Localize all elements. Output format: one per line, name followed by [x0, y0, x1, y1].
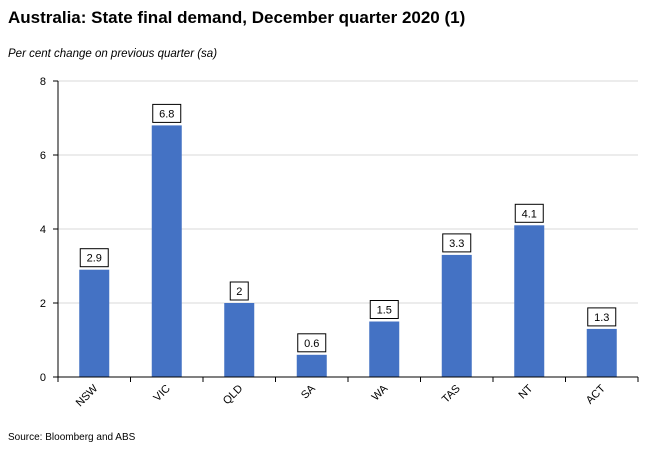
x-tick-label: WA	[370, 382, 391, 403]
x-tick-label: VIC	[151, 383, 172, 404]
bar-tas	[441, 254, 472, 377]
axes: 0 2 4 6 8 NSW VIC QLD SA WA TAS NT ACT	[40, 76, 639, 409]
x-tick-label: TAS	[440, 383, 463, 406]
chart-title: Australia: State final demand, December …	[8, 8, 466, 27]
data-label-box	[229, 281, 249, 301]
data-label-box	[297, 333, 327, 353]
data-label: 4.1	[522, 208, 537, 220]
chart-source: Source: Bloomberg and ABS	[8, 432, 136, 443]
data-label-box	[79, 248, 109, 268]
x-tick-label: NSW	[74, 382, 101, 409]
x-tick-label: NT	[517, 382, 536, 401]
bar-sa	[296, 354, 327, 377]
bar-vic	[151, 125, 182, 378]
data-label: 2.9	[87, 253, 102, 265]
y-tick-label: 6	[40, 150, 46, 162]
y-tick-label: 2	[40, 298, 46, 310]
data-label-box	[152, 103, 182, 123]
x-tick-label: SA	[299, 382, 318, 401]
data-label: 6.8	[159, 108, 174, 120]
data-label: 2	[236, 286, 242, 298]
data-label: 0.6	[304, 338, 319, 350]
data-label-box	[369, 300, 399, 319]
data-label: 1.5	[377, 305, 392, 317]
data-label: 1.3	[594, 312, 609, 324]
bar-wa	[369, 321, 400, 377]
chart-subtitle: Per cent change on previous quarter (sa)	[8, 48, 218, 60]
bars: 2.9 6.8 2 0.6 1.5 3.3 4.1 1.3	[79, 103, 617, 378]
data-label-box	[514, 203, 544, 223]
x-tick-label: ACT	[584, 382, 608, 406]
y-tick-label: 4	[40, 224, 46, 236]
data-label: 3.3	[449, 238, 464, 250]
bar-nt	[514, 225, 545, 377]
y-tick-label: 8	[40, 76, 46, 88]
bar-act	[586, 328, 617, 377]
data-label-box	[442, 233, 472, 253]
x-tick-label: QLD	[221, 383, 246, 408]
gridlines	[58, 80, 638, 304]
bar-qld	[224, 303, 255, 377]
bar-nsw	[79, 269, 110, 377]
y-tick-label: 0	[40, 372, 46, 384]
data-label-box	[587, 307, 617, 327]
